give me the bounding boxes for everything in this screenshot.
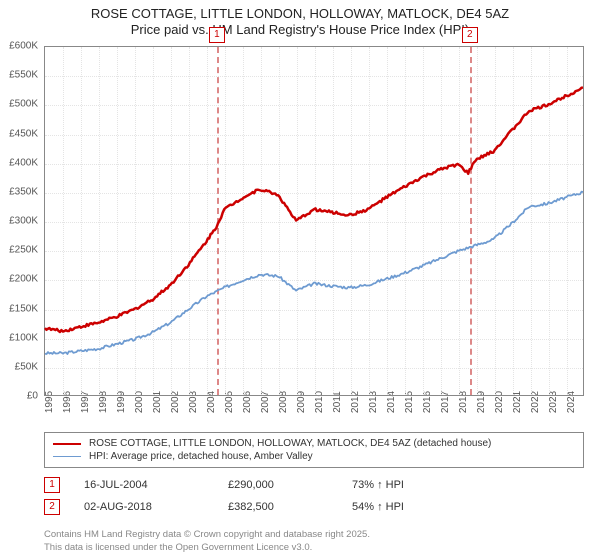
sale-row-badge: 1 <box>44 477 60 493</box>
y-tick-label: £500K <box>9 99 38 110</box>
legend-swatch <box>53 443 81 445</box>
title-line-1: ROSE COTTAGE, LITTLE LONDON, HOLLOWAY, M… <box>0 6 600 22</box>
y-tick-label: £550K <box>9 70 38 81</box>
sale-marker-badge: 1 <box>209 27 225 43</box>
legend: ROSE COTTAGE, LITTLE LONDON, HOLLOWAY, M… <box>44 432 584 468</box>
legend-label: ROSE COTTAGE, LITTLE LONDON, HOLLOWAY, M… <box>89 438 491 449</box>
sale-row: 2 02-AUG-2018 £382,500 54% ↑ HPI <box>44 496 584 518</box>
y-tick-label: £300K <box>9 216 38 227</box>
sale-date: 02-AUG-2018 <box>84 501 224 513</box>
footer-line-1: Contains HM Land Registry data © Crown c… <box>44 529 370 541</box>
line-series <box>45 47 583 395</box>
legend-label: HPI: Average price, detached house, Ambe… <box>89 451 313 462</box>
y-tick-label: £50K <box>15 361 38 372</box>
sales-table: 1 16-JUL-2004 £290,000 73% ↑ HPI 2 02-AUG-201… <box>44 474 584 518</box>
y-tick-label: £100K <box>9 332 38 343</box>
chart-container: ROSE COTTAGE, LITTLE LONDON, HOLLOWAY, M… <box>0 0 600 560</box>
legend-swatch <box>53 456 81 457</box>
y-tick-label: £0 <box>27 391 38 402</box>
y-tick-label: £250K <box>9 245 38 256</box>
series-price_paid <box>45 88 583 332</box>
y-tick-label: £150K <box>9 303 38 314</box>
legend-item: HPI: Average price, detached house, Ambe… <box>53 450 575 463</box>
series-hpi <box>45 192 583 354</box>
sale-row-badge: 2 <box>44 499 60 515</box>
y-tick-label: £200K <box>9 274 38 285</box>
y-tick-label: £600K <box>9 41 38 52</box>
sale-marker-badge: 2 <box>462 27 478 43</box>
sale-date: 16-JUL-2004 <box>84 479 224 491</box>
sale-price: £382,500 <box>228 501 348 513</box>
y-tick-label: £350K <box>9 186 38 197</box>
sale-delta: 54% ↑ HPI <box>352 501 482 513</box>
sale-delta: 73% ↑ HPI <box>352 479 482 491</box>
chart-title: ROSE COTTAGE, LITTLE LONDON, HOLLOWAY, M… <box>0 0 600 39</box>
plot-area: 12 <box>44 46 584 396</box>
attribution-footer: Contains HM Land Registry data © Crown c… <box>44 529 370 554</box>
y-tick-label: £450K <box>9 128 38 139</box>
y-tick-label: £400K <box>9 157 38 168</box>
y-axis-labels: £0£50K£100K£150K£200K£250K£300K£350K£400… <box>0 46 40 396</box>
title-line-2: Price paid vs. HM Land Registry's House … <box>0 22 600 38</box>
footer-line-2: This data is licensed under the Open Gov… <box>44 542 370 554</box>
sale-row: 1 16-JUL-2004 £290,000 73% ↑ HPI <box>44 474 584 496</box>
sale-price: £290,000 <box>228 479 348 491</box>
legend-item: ROSE COTTAGE, LITTLE LONDON, HOLLOWAY, M… <box>53 437 575 450</box>
